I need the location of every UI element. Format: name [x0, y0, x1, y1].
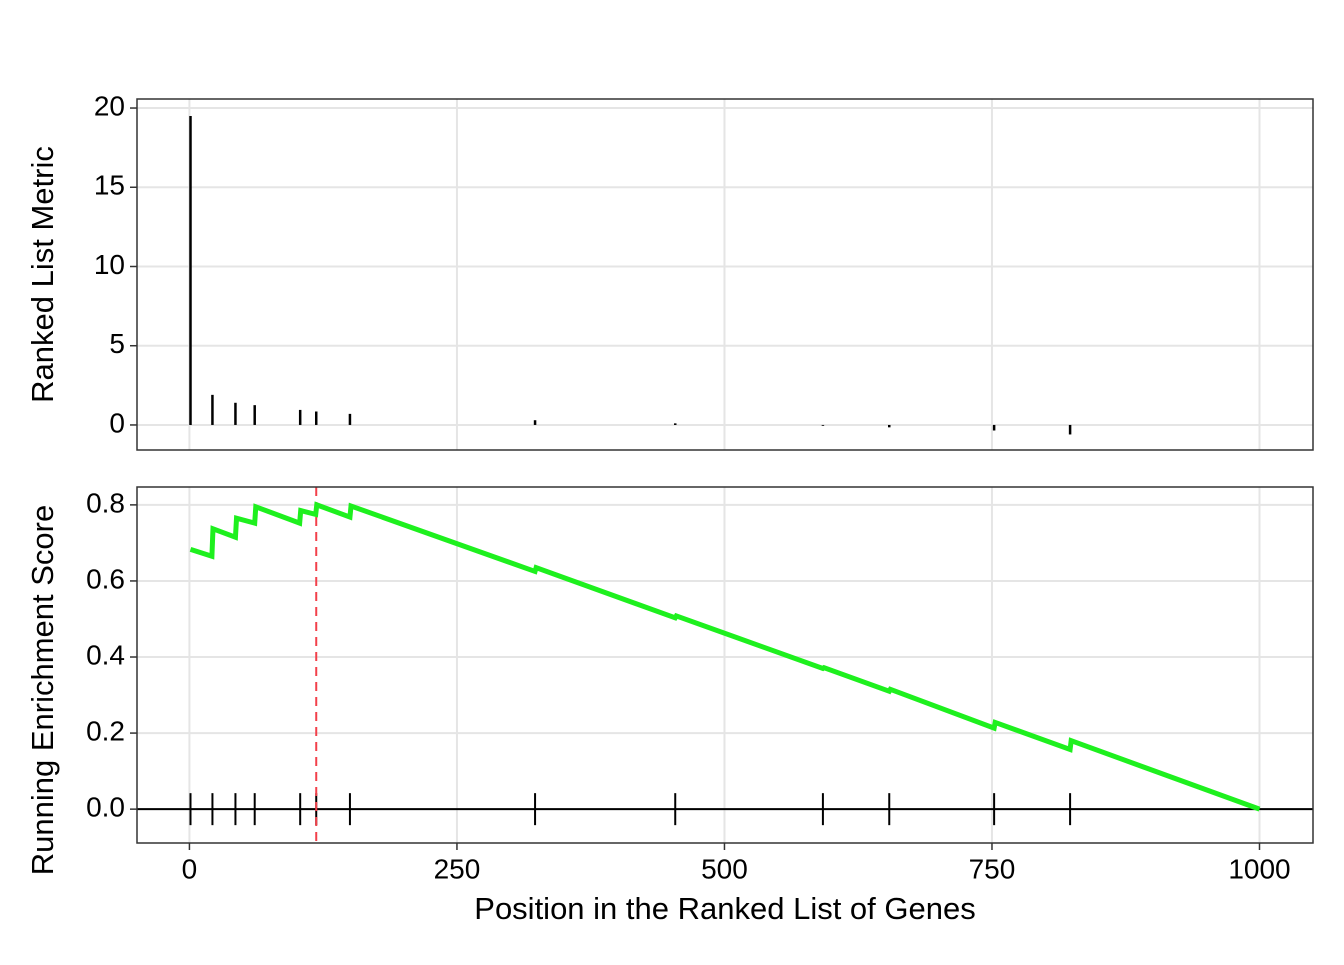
x-tick-label: 750: [969, 853, 1016, 884]
y-tick-label: 20: [94, 90, 125, 121]
y-tick-label: 15: [94, 170, 125, 201]
y-tick-label: 0.4: [86, 639, 125, 670]
y-tick-label: 0.0: [86, 792, 125, 823]
y-tick-label: 0.2: [86, 715, 125, 746]
panel-border: [136, 486, 1314, 844]
panel-border: [136, 98, 1314, 451]
x-axis-title: Position in the Ranked List of Genes: [474, 891, 975, 926]
y-tick-label: 5: [109, 328, 125, 359]
y-tick-label: 0.8: [86, 487, 125, 518]
y-axis-title: Ranked List Metric: [25, 146, 60, 403]
y-tick-label: 0.6: [86, 563, 125, 594]
es-line: [189, 501, 1261, 812]
x-tick-label: 250: [434, 853, 481, 884]
y-axis-title: Running Enrichment Score: [25, 505, 60, 875]
y-tick-label: 0: [109, 407, 125, 438]
y-tick-label: 10: [94, 249, 125, 280]
x-tick-label: 500: [701, 853, 748, 884]
x-tick-label: 1000: [1228, 853, 1290, 884]
x-tick-label: 0: [182, 853, 198, 884]
